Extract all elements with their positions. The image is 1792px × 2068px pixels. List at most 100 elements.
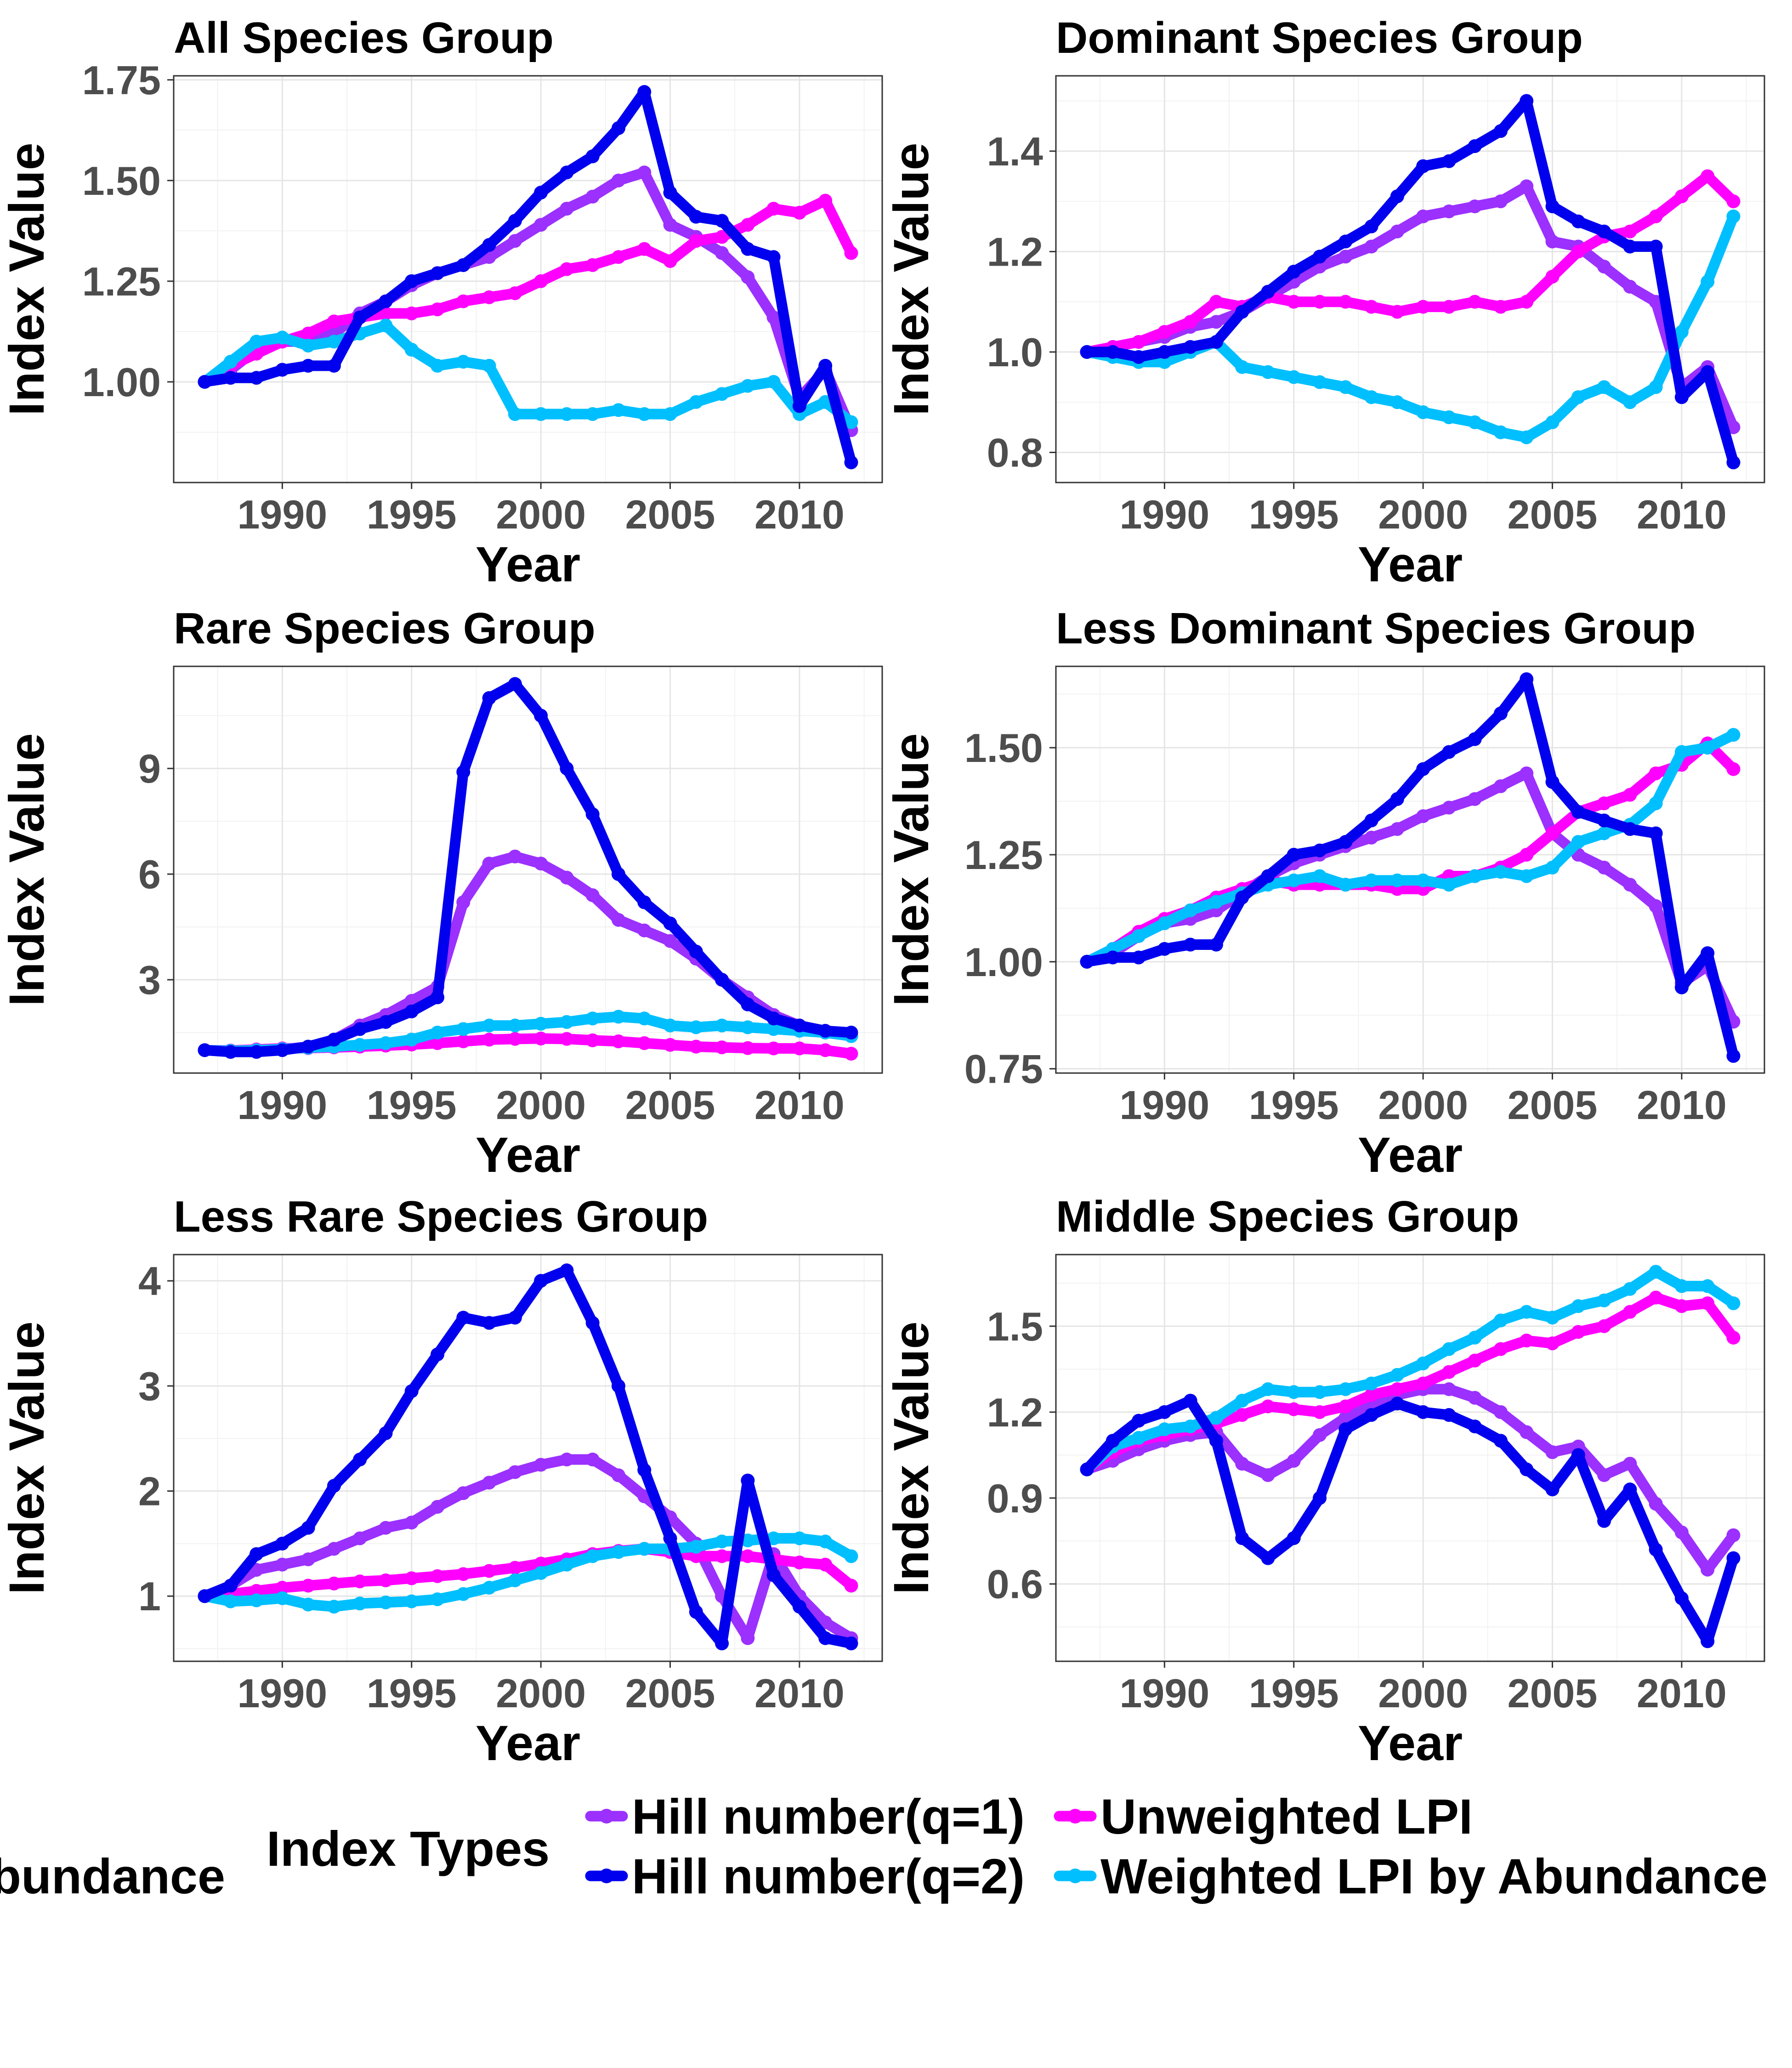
y-axis-title: Index Value bbox=[0, 733, 54, 1006]
data-point bbox=[379, 294, 393, 308]
data-point bbox=[456, 1022, 471, 1036]
data-point bbox=[585, 1033, 600, 1047]
data-point bbox=[456, 1034, 471, 1049]
data-point bbox=[482, 857, 496, 871]
data-point bbox=[431, 358, 445, 373]
x-tick-label: 1990 bbox=[1119, 492, 1209, 537]
data-point bbox=[327, 314, 341, 329]
data-point bbox=[1493, 425, 1508, 439]
data-point bbox=[1701, 169, 1715, 183]
data-point bbox=[1364, 813, 1378, 828]
data-point bbox=[792, 205, 806, 220]
data-point bbox=[275, 1557, 289, 1572]
data-point bbox=[534, 186, 548, 200]
data-point bbox=[1209, 295, 1223, 309]
data-point bbox=[1235, 1393, 1249, 1408]
panel-middle-species-group: 1990 1995 2000 2005 2010 0.6 0.9 1.2 1.5 Middle S… bbox=[883, 1192, 1765, 1771]
data-point bbox=[1390, 792, 1404, 806]
data-point bbox=[1442, 410, 1456, 424]
data-point bbox=[689, 234, 703, 248]
data-point bbox=[1623, 1456, 1637, 1471]
data-point bbox=[1442, 801, 1456, 815]
data-point bbox=[1442, 1365, 1456, 1379]
data-point bbox=[534, 274, 548, 288]
panel-title: Less Dominant Species Group bbox=[1056, 604, 1696, 653]
data-point bbox=[1313, 1428, 1327, 1442]
series-hill-number-q-2 bbox=[198, 677, 858, 1059]
data-point bbox=[1132, 950, 1146, 965]
data-point bbox=[198, 375, 212, 389]
data-point bbox=[1493, 1342, 1508, 1356]
data-point bbox=[301, 1579, 315, 1593]
panel-title: Rare Species Group bbox=[174, 604, 595, 653]
data-point bbox=[1416, 873, 1430, 887]
data-point bbox=[1338, 234, 1353, 249]
data-point bbox=[792, 1531, 806, 1545]
x-tick-label: 2010 bbox=[1637, 1082, 1727, 1128]
data-point bbox=[1416, 809, 1430, 824]
data-point bbox=[1390, 1397, 1404, 1411]
data-point bbox=[1183, 340, 1197, 354]
data-point bbox=[534, 218, 548, 232]
data-point bbox=[611, 913, 625, 927]
data-point bbox=[456, 765, 471, 779]
data-point bbox=[353, 1022, 367, 1036]
series-hill-number-q-2 bbox=[1080, 1393, 1741, 1648]
data-point bbox=[663, 254, 677, 268]
data-point bbox=[1313, 1491, 1327, 1505]
data-point bbox=[611, 1034, 625, 1049]
plot-area bbox=[1056, 666, 1764, 1073]
data-point bbox=[1338, 1411, 1353, 1425]
data-point bbox=[275, 1591, 289, 1605]
data-point bbox=[818, 1043, 833, 1057]
data-point bbox=[327, 1542, 341, 1556]
data-point bbox=[1571, 214, 1585, 228]
data-point bbox=[1442, 154, 1456, 168]
data-point bbox=[379, 1521, 393, 1535]
x-tick-label: 2005 bbox=[1508, 1082, 1598, 1128]
data-point bbox=[1520, 847, 1534, 862]
data-point bbox=[1726, 1049, 1741, 1063]
data-point bbox=[585, 1316, 600, 1330]
data-point bbox=[508, 1032, 522, 1046]
data-point bbox=[482, 691, 496, 705]
x-tick-label: 1990 bbox=[1119, 1670, 1209, 1716]
data-point bbox=[1261, 284, 1275, 299]
data-point bbox=[456, 294, 471, 308]
data-point bbox=[1623, 395, 1637, 409]
data-point bbox=[1338, 1422, 1353, 1437]
x-tick-label: 1995 bbox=[1249, 492, 1339, 537]
data-point bbox=[818, 1024, 833, 1038]
data-point bbox=[1209, 1411, 1223, 1425]
data-point bbox=[1571, 244, 1585, 259]
series-line bbox=[199, 1265, 856, 1649]
panel-title: Dominant Species Group bbox=[1056, 13, 1583, 62]
legend-item-weighted-lpi-by-abundance: Weighted LPI by Abundance bbox=[1054, 1848, 1768, 1904]
data-point bbox=[456, 1567, 471, 1581]
data-point bbox=[1726, 209, 1741, 223]
data-point bbox=[456, 258, 471, 272]
y-tick-label: 1.5 bbox=[987, 1304, 1043, 1349]
data-point bbox=[637, 923, 652, 937]
data-point bbox=[766, 1568, 781, 1582]
data-point bbox=[301, 1040, 315, 1054]
y-tick-label: 9 bbox=[138, 746, 161, 791]
data-point bbox=[1313, 295, 1327, 309]
data-point bbox=[1338, 835, 1353, 849]
series-hill-number-q-2 bbox=[1080, 94, 1741, 470]
data-point bbox=[1235, 1456, 1249, 1471]
data-point bbox=[637, 407, 652, 421]
x-tick-label: 2000 bbox=[496, 1670, 586, 1716]
data-point bbox=[482, 358, 496, 373]
panel-all-species-group: 1990 1995 2000 2005 2010 1.00 1.25 1.50 1.75 All … bbox=[0, 13, 883, 592]
data-point bbox=[1338, 250, 1353, 264]
data-point bbox=[1674, 1279, 1689, 1293]
data-point bbox=[844, 1579, 858, 1593]
data-point bbox=[1261, 1382, 1275, 1396]
data-point bbox=[844, 1636, 858, 1651]
legend-swatch-point bbox=[1068, 1809, 1083, 1824]
plot-area bbox=[1056, 76, 1764, 483]
panel-border bbox=[1055, 665, 1765, 1074]
data-point bbox=[1338, 380, 1353, 394]
data-point bbox=[1261, 1468, 1275, 1482]
